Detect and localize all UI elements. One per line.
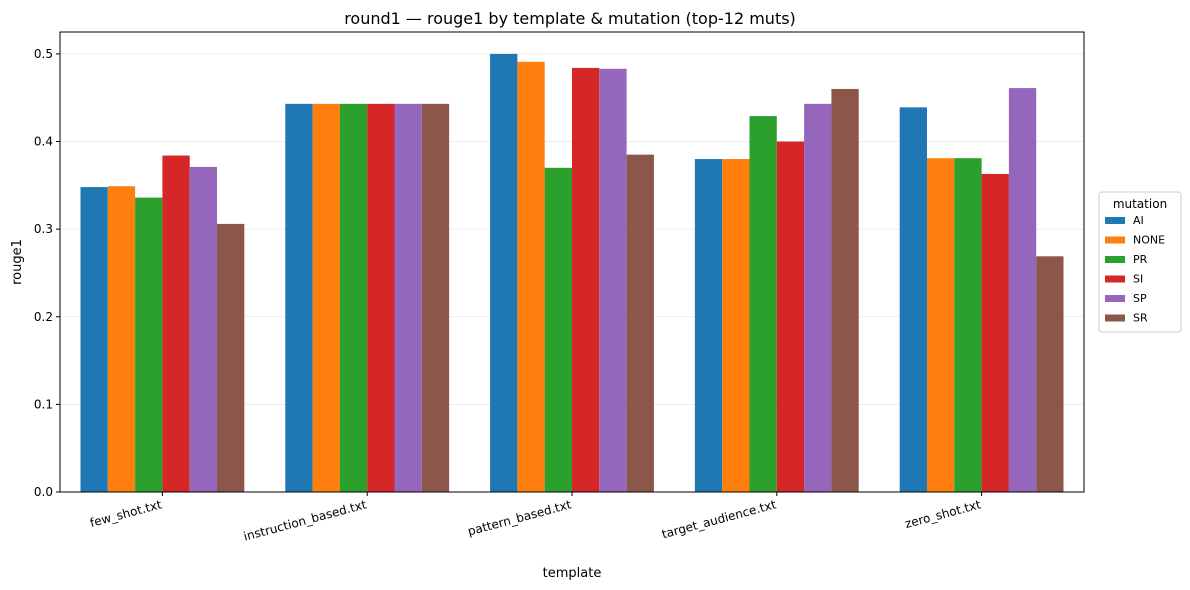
bar-sr-4: [1036, 256, 1064, 492]
legend-label-ai: AI: [1133, 214, 1144, 227]
x-axis: few_shot.txt instruction_based.txt pattern…: [88, 492, 983, 544]
bars: [80, 53, 1064, 493]
bar-sp-3: [804, 103, 832, 492]
bar-pr-0: [135, 197, 163, 492]
x-tick-label: pattern_based.txt: [466, 497, 573, 538]
bar-none-4: [926, 158, 955, 492]
x-tick-label: target_audience.txt: [660, 497, 778, 541]
bar-none-3: [722, 159, 750, 493]
bar-none-0: [107, 186, 136, 492]
x-tick-label: instruction_based.txt: [242, 497, 368, 543]
bar-sr-0: [217, 223, 245, 492]
legend-swatch-pr: [1105, 256, 1125, 263]
y-axis-label: rouge1: [10, 239, 25, 285]
bar-sr-2: [626, 154, 654, 492]
chart-title: round1 — rouge1 by template & mutation (…: [344, 9, 796, 28]
bar-sp-0: [189, 166, 218, 492]
bar-ai-3: [694, 159, 723, 493]
bar-pr-3: [749, 116, 777, 492]
x-axis-label: template: [543, 566, 602, 581]
y-tick-label: 0.5: [34, 47, 53, 61]
y-tick-label: 0.3: [34, 222, 53, 236]
y-axis: 0.0 0.1 0.2 0.3 0.4 0.5: [34, 47, 60, 499]
legend: mutation AI NONE PR SI SP SR: [1098, 191, 1182, 333]
bar-si-2: [572, 67, 600, 492]
bar-sp-1: [394, 103, 422, 492]
x-tick-label: zero_shot.txt: [903, 497, 982, 531]
legend-swatch-none: [1105, 236, 1125, 244]
legend-swatch-sr: [1105, 314, 1125, 322]
bar-sr-1: [421, 103, 450, 492]
bar-pr-2: [544, 167, 572, 493]
legend-label-si: SI: [1133, 273, 1143, 286]
bar-ai-4: [899, 107, 927, 492]
bar-pr-4: [954, 158, 982, 492]
bar-sr-3: [831, 88, 859, 492]
bar-si-1: [367, 103, 395, 492]
bar-none-2: [517, 61, 545, 493]
bar-si-4: [981, 173, 1009, 492]
bar-si-0: [162, 155, 190, 493]
bar-pr-1: [339, 103, 368, 492]
bar-ai-2: [490, 53, 518, 493]
bar-sp-4: [1008, 88, 1037, 493]
x-tick-label: few_shot.txt: [88, 497, 163, 530]
legend-title: mutation: [1113, 197, 1167, 211]
legend-swatch-sp: [1105, 295, 1125, 302]
legend-label-none: NONE: [1133, 234, 1165, 247]
legend-swatch-ai: [1105, 217, 1125, 224]
legend-label-sr: SR: [1133, 312, 1148, 325]
bar-ai-0: [80, 187, 108, 493]
y-tick-label: 0.2: [34, 310, 53, 324]
legend-label-sp: SP: [1133, 292, 1147, 305]
bar-sp-2: [599, 68, 627, 493]
y-tick-label: 0.4: [34, 135, 53, 149]
bar-none-1: [312, 103, 340, 492]
bar-ai-1: [285, 103, 313, 492]
y-tick-label: 0.1: [34, 397, 53, 411]
bar-si-3: [776, 141, 805, 492]
legend-label-pr: PR: [1133, 253, 1148, 266]
legend-swatch-si: [1105, 275, 1125, 283]
y-tick-label: 0.0: [34, 485, 53, 499]
